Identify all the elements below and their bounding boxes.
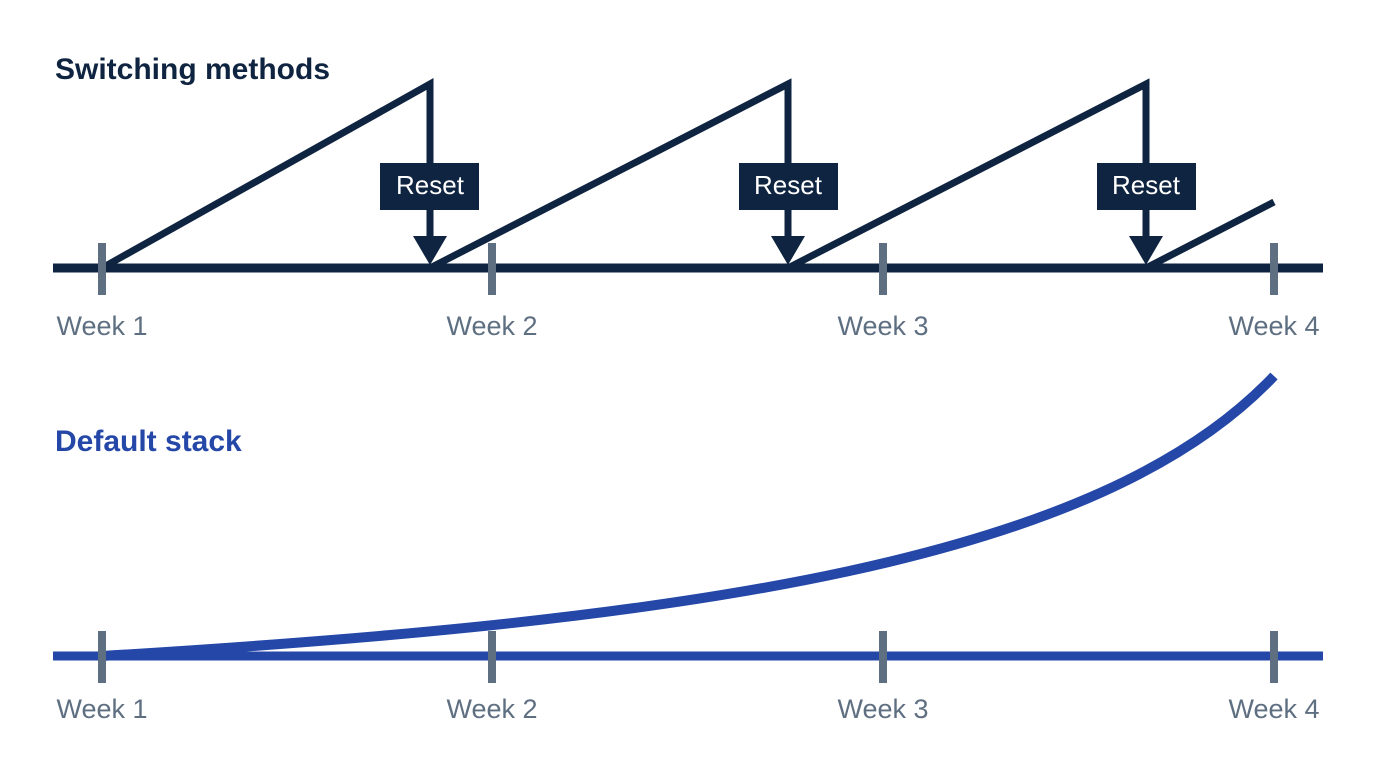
arrowhead	[771, 236, 805, 265]
ticks	[98, 631, 1278, 683]
reset-label: Reset	[754, 170, 823, 200]
panel-title: Default stack	[55, 425, 242, 458]
panel-title: Switching methods	[55, 53, 330, 86]
reset-label: Reset	[1112, 170, 1181, 200]
week-label: Week 1	[56, 694, 147, 724]
week-label: Week 4	[1228, 311, 1319, 341]
reset-box	[739, 163, 838, 210]
week-label: Week 4	[1228, 694, 1319, 724]
week-label: Week 3	[837, 311, 928, 341]
ramp	[428, 78, 792, 272]
reset-box	[380, 163, 479, 210]
reset-label: Reset	[396, 170, 465, 200]
ramp	[1144, 198, 1276, 272]
arrowhead	[413, 236, 447, 265]
arrowheads	[380, 163, 1196, 265]
week-label: Week 2	[446, 311, 537, 341]
week-label: Week 1	[56, 311, 147, 341]
ticks	[98, 243, 1278, 295]
arrowhead	[1129, 236, 1163, 265]
growth-curve	[101, 372, 1278, 661]
reset-box	[1097, 163, 1196, 210]
week-label: Week 3	[837, 694, 928, 724]
week-label: Week 2	[446, 694, 537, 724]
ramp	[786, 78, 1150, 272]
